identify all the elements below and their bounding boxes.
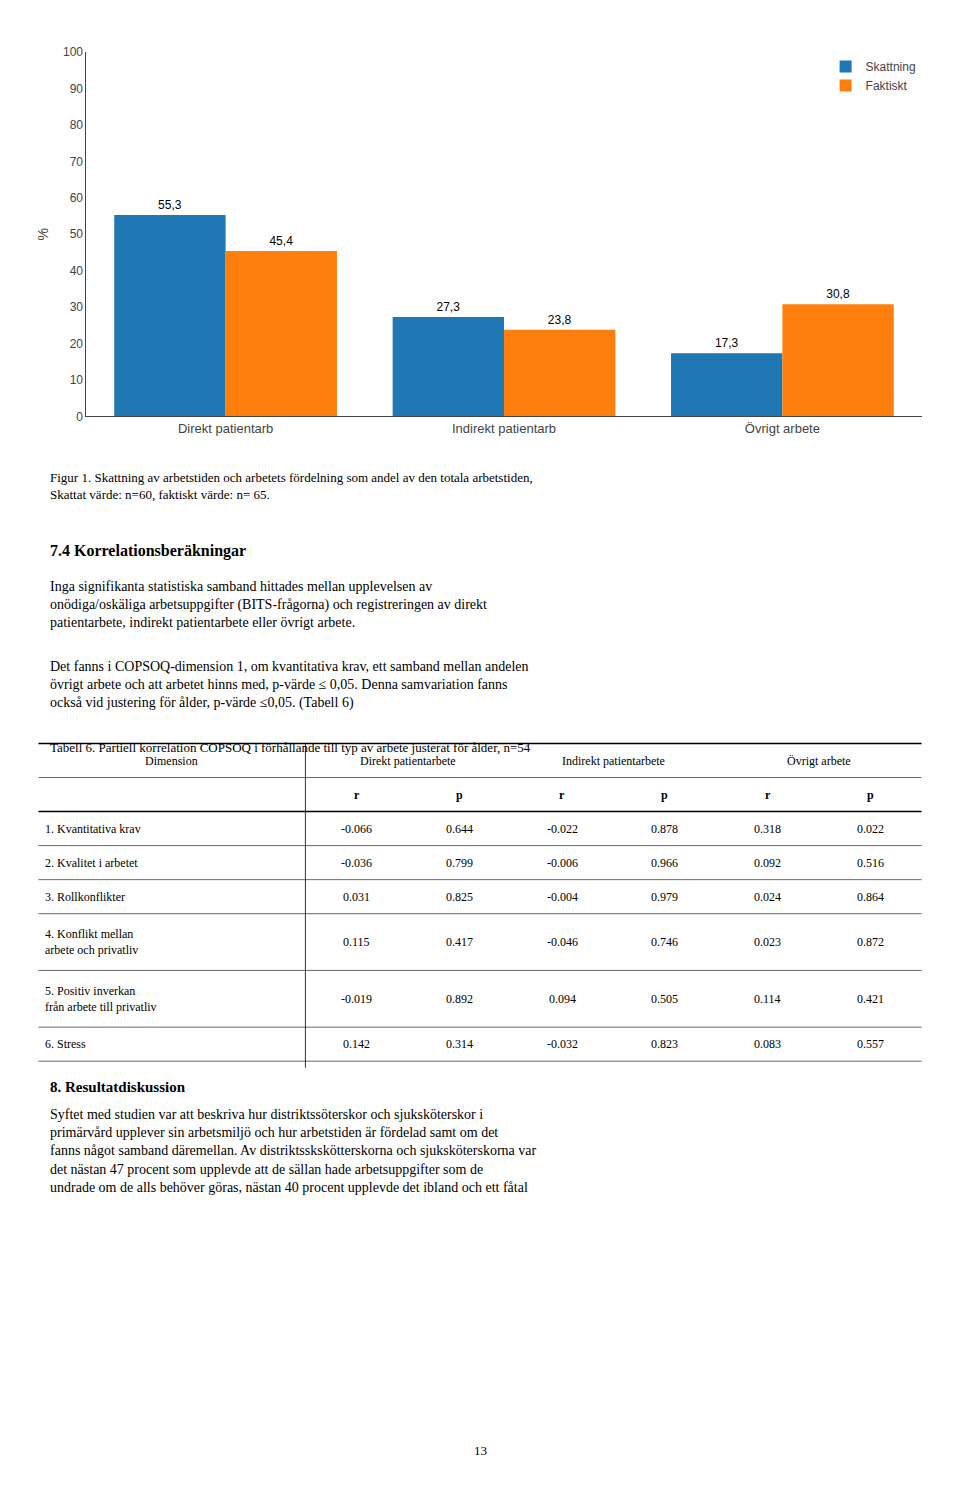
svg-text:-0.046: -0.046 bbox=[547, 935, 578, 949]
svg-text:30,8: 30,8 bbox=[826, 287, 850, 301]
svg-text:p: p bbox=[456, 788, 463, 802]
svg-text:40: 40 bbox=[70, 264, 84, 278]
svg-text:%: % bbox=[35, 228, 51, 240]
svg-text:Figur 1. Skattning av arbetsti: Figur 1. Skattning av arbetstiden och ar… bbox=[50, 470, 533, 502]
svg-text:Dimension: Dimension bbox=[145, 754, 198, 768]
svg-text:0.799: 0.799 bbox=[446, 856, 473, 870]
svg-text:0.023: 0.023 bbox=[754, 935, 781, 949]
svg-text:0.979: 0.979 bbox=[651, 890, 678, 904]
svg-text:0.114: 0.114 bbox=[754, 992, 781, 1006]
svg-text:Direkt patientarbete: Direkt patientarbete bbox=[360, 754, 456, 768]
svg-text:Faktiskt: Faktiskt bbox=[866, 79, 908, 93]
svg-text:23,8: 23,8 bbox=[548, 313, 572, 327]
svg-text:0.024: 0.024 bbox=[754, 890, 781, 904]
svg-text:13: 13 bbox=[474, 1443, 487, 1458]
svg-text:0.864: 0.864 bbox=[857, 890, 884, 904]
svg-text:0.031: 0.031 bbox=[343, 890, 370, 904]
svg-text:Inga signifikanta statistiska: Inga signifikanta statistiska samband hi… bbox=[50, 579, 487, 630]
svg-text:0.314: 0.314 bbox=[446, 1037, 473, 1051]
svg-text:0.823: 0.823 bbox=[651, 1037, 678, 1051]
svg-text:2. Kvalitet i arbetet: 2. Kvalitet i arbetet bbox=[45, 856, 138, 870]
svg-text:5. Positiv inverkanfrån arbete: 5. Positiv inverkanfrån arbete till priv… bbox=[45, 984, 157, 1014]
svg-text:0.505: 0.505 bbox=[651, 992, 678, 1006]
svg-text:Syftet med studien var att bes: Syftet med studien var att beskriva hur … bbox=[50, 1107, 536, 1195]
svg-text:-0.022: -0.022 bbox=[547, 822, 578, 836]
svg-text:0.318: 0.318 bbox=[754, 822, 781, 836]
svg-text:27,3: 27,3 bbox=[436, 300, 460, 314]
svg-text:0.825: 0.825 bbox=[446, 890, 473, 904]
svg-text:0.421: 0.421 bbox=[857, 992, 884, 1006]
svg-text:0.516: 0.516 bbox=[857, 856, 884, 870]
svg-text:-0.006: -0.006 bbox=[547, 856, 578, 870]
svg-text:Direkt patientarb: Direkt patientarb bbox=[178, 421, 273, 436]
svg-text:0.644: 0.644 bbox=[446, 822, 473, 836]
svg-text:0.746: 0.746 bbox=[651, 935, 678, 949]
svg-text:50: 50 bbox=[70, 227, 84, 241]
svg-text:Skattning: Skattning bbox=[866, 60, 916, 74]
svg-text:0: 0 bbox=[76, 410, 83, 424]
svg-text:0.892: 0.892 bbox=[446, 992, 473, 1006]
svg-text:0.092: 0.092 bbox=[754, 856, 781, 870]
svg-text:Övrigt arbete: Övrigt arbete bbox=[745, 421, 820, 436]
svg-text:6. Stress: 6. Stress bbox=[45, 1037, 86, 1051]
svg-text:-0.019: -0.019 bbox=[341, 992, 372, 1006]
svg-text:7.4 Korrelationsberäkningar: 7.4 Korrelationsberäkningar bbox=[50, 542, 246, 560]
svg-text:100: 100 bbox=[63, 45, 83, 59]
svg-text:Tabell 6. Partiell korrelation: Tabell 6. Partiell korrelation COPSOQ i … bbox=[50, 740, 531, 755]
svg-text:0.417: 0.417 bbox=[446, 935, 473, 949]
svg-text:r: r bbox=[559, 788, 565, 802]
svg-text:0.872: 0.872 bbox=[857, 935, 884, 949]
svg-text:Det fanns i COPSOQ-dimension 1: Det fanns i COPSOQ-dimension 1, om kvant… bbox=[50, 659, 529, 711]
svg-text:r: r bbox=[354, 788, 360, 802]
svg-text:30: 30 bbox=[70, 300, 84, 314]
svg-text:17,3: 17,3 bbox=[715, 336, 739, 350]
svg-text:Övrigt arbete: Övrigt arbete bbox=[787, 754, 851, 768]
svg-text:0.115: 0.115 bbox=[343, 935, 370, 949]
svg-text:10: 10 bbox=[70, 373, 84, 387]
svg-text:55,3: 55,3 bbox=[158, 198, 182, 212]
svg-text:-0.036: -0.036 bbox=[341, 856, 372, 870]
svg-text:0.142: 0.142 bbox=[343, 1037, 370, 1051]
svg-text:1. Kvantitativa krav: 1. Kvantitativa krav bbox=[45, 822, 141, 836]
svg-text:0.557: 0.557 bbox=[857, 1037, 884, 1051]
svg-text:Indirekt patientarbete: Indirekt patientarbete bbox=[562, 754, 665, 768]
svg-text:-0.004: -0.004 bbox=[547, 890, 578, 904]
svg-text:4. Konflikt mellanarbete och p: 4. Konflikt mellanarbete och privatliv bbox=[45, 927, 138, 957]
svg-text:8. Resultatdiskussion: 8. Resultatdiskussion bbox=[50, 1079, 186, 1095]
svg-text:0.022: 0.022 bbox=[857, 822, 884, 836]
svg-text:p: p bbox=[867, 788, 874, 802]
svg-text:0.083: 0.083 bbox=[754, 1037, 781, 1051]
svg-text:3. Rollkonflikter: 3. Rollkonflikter bbox=[45, 890, 125, 904]
svg-text:70: 70 bbox=[70, 155, 84, 169]
svg-text:20: 20 bbox=[70, 337, 84, 351]
svg-text:80: 80 bbox=[70, 118, 84, 132]
svg-text:45,4: 45,4 bbox=[269, 234, 293, 248]
svg-text:90: 90 bbox=[70, 82, 84, 96]
svg-text:0.878: 0.878 bbox=[651, 822, 678, 836]
svg-text:-0.066: -0.066 bbox=[341, 822, 372, 836]
svg-text:p: p bbox=[661, 788, 668, 802]
svg-text:-0.032: -0.032 bbox=[547, 1037, 578, 1051]
svg-text:r: r bbox=[765, 788, 771, 802]
svg-text:0.966: 0.966 bbox=[651, 856, 678, 870]
svg-text:Indirekt patientarb: Indirekt patientarb bbox=[452, 421, 556, 436]
svg-text:60: 60 bbox=[70, 191, 84, 205]
svg-text:0.094: 0.094 bbox=[549, 992, 576, 1006]
